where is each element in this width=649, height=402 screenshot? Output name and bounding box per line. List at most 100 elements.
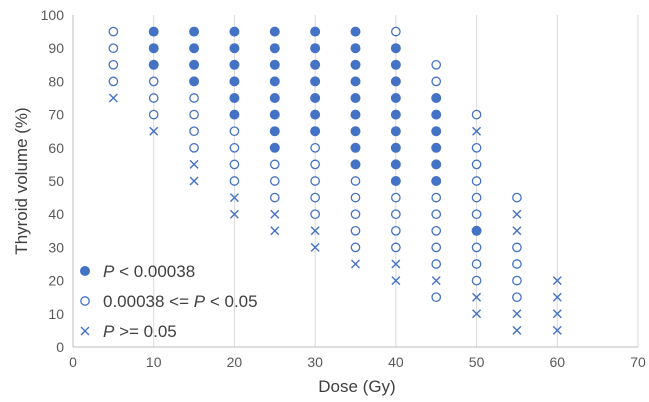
legend-label-p_high: P >= 0.05 — [103, 322, 177, 341]
data-point-p_mid — [269, 159, 280, 170]
data-point-p_mid — [350, 242, 361, 253]
axes: 0 10 20 30 40 50 60 70 0 10 20 30 40 50 60 70 80 90 100 — [41, 7, 646, 370]
data-point-p_mid — [431, 192, 442, 203]
data-point-p_high — [108, 93, 118, 103]
data-point-p_low — [390, 43, 401, 54]
data-point-p_mid — [471, 192, 482, 203]
y-tick-label: 0 — [56, 339, 64, 355]
data-point-p_low — [350, 159, 361, 170]
data-point-p_low — [350, 109, 361, 120]
y-axis-title: Thyroid volume (%) — [12, 107, 31, 254]
y-tick-label: 30 — [48, 239, 64, 255]
data-point-p_high — [552, 309, 562, 319]
data-point-p_mid — [471, 209, 482, 220]
data-point-p_low — [471, 225, 482, 236]
y-tick-label: 40 — [48, 206, 64, 222]
x-tick-label: 10 — [146, 354, 162, 370]
x-tick-label: 40 — [388, 354, 404, 370]
data-point-p_mid — [108, 59, 119, 70]
data-point-p_low — [269, 142, 280, 153]
data-point-p_mid — [269, 176, 280, 186]
y-tick-label: 10 — [48, 306, 64, 322]
data-point-p_low — [189, 26, 200, 37]
data-point-p_high — [512, 226, 522, 236]
data-point-p_high — [552, 325, 562, 335]
data-point-p_low — [431, 93, 442, 103]
data-point-p_low — [229, 109, 240, 120]
data-point-p_mid — [471, 176, 482, 186]
data-point-p_mid — [229, 126, 240, 137]
data-point-p_high — [472, 126, 482, 136]
data-point-p_mid — [189, 142, 199, 153]
data-point-p_mid — [512, 242, 522, 253]
data-point-p_mid — [431, 76, 442, 87]
data-point-p_low — [148, 59, 159, 70]
x-tick-label: 60 — [549, 354, 565, 370]
data-point-p_low — [310, 109, 321, 120]
data-point-p_mid — [310, 142, 320, 153]
data-point-p_low — [431, 142, 442, 153]
data-point-p_low — [390, 76, 401, 87]
data-point-p_mid — [350, 192, 361, 203]
data-point-p_mid — [471, 109, 482, 120]
data-point-p_low — [229, 59, 240, 70]
legend-marker-p_mid — [80, 296, 90, 306]
data-point-p_high — [149, 126, 159, 136]
data-point-p_mid — [229, 159, 240, 170]
data-point-p_low — [431, 176, 442, 186]
data-point-p_low — [350, 76, 361, 87]
data-point-p_high — [552, 292, 562, 302]
data-point-p_low — [390, 176, 401, 186]
data-point-p_mid — [269, 192, 280, 203]
data-point-p_low — [148, 26, 159, 37]
data-point-p_low — [310, 43, 321, 54]
data-point-p_mid — [391, 242, 401, 253]
data-point-p_mid — [431, 59, 442, 70]
x-tick-label: 30 — [307, 354, 323, 370]
data-point-p_mid — [189, 93, 199, 103]
y-tick-label: 60 — [48, 140, 64, 156]
data-point-p_low — [350, 126, 361, 137]
data-point-p_high — [512, 325, 522, 335]
data-point-p_high — [310, 226, 320, 236]
x-axis-title: Dose (Gy) — [318, 377, 395, 396]
data-point-p_low — [310, 26, 321, 37]
data-point-p_low — [350, 142, 361, 153]
data-point-p_low — [269, 43, 280, 54]
data-point-p_low — [431, 109, 442, 120]
data-point-p_mid — [431, 292, 442, 303]
data-point-p_mid — [350, 176, 361, 186]
x-tick-label: 0 — [69, 354, 77, 370]
data-point-p_mid — [431, 209, 442, 220]
data-point-p_high — [270, 209, 280, 219]
data-point-p_low — [350, 43, 361, 54]
data-point-p_low — [350, 59, 361, 70]
y-tick-label: 90 — [48, 40, 64, 56]
data-point-p_mid — [229, 176, 240, 186]
data-point-p_low — [310, 126, 321, 137]
data-point-p_mid — [391, 209, 401, 220]
data-point-p_high — [512, 209, 522, 219]
data-point-p_mid — [512, 192, 522, 203]
data-point-p_low — [229, 93, 240, 103]
data-point-p_low — [431, 126, 442, 137]
data-point-p_mid — [350, 209, 361, 220]
data-point-p_mid — [391, 26, 401, 37]
data-point-p_mid — [471, 275, 482, 286]
data-point-p_mid — [391, 225, 401, 236]
data-point-p_low — [269, 59, 280, 70]
data-point-p_high — [472, 292, 482, 302]
data-point-p_low — [350, 93, 361, 103]
legend: P < 0.00038 0.00038 <= P < 0.05 P >= 0.05 — [80, 262, 258, 341]
data-point-p_low — [189, 59, 200, 70]
data-point-p_high — [431, 276, 441, 286]
data-point-p_mid — [431, 259, 442, 269]
data-point-p_low — [269, 26, 280, 37]
data-point-p_mid — [391, 192, 401, 203]
data-point-p_low — [390, 159, 401, 170]
data-point-p_high — [472, 309, 482, 319]
y-tick-label: 50 — [48, 173, 64, 189]
data-point-p_low — [269, 93, 280, 103]
data-point-p_low — [310, 93, 321, 103]
